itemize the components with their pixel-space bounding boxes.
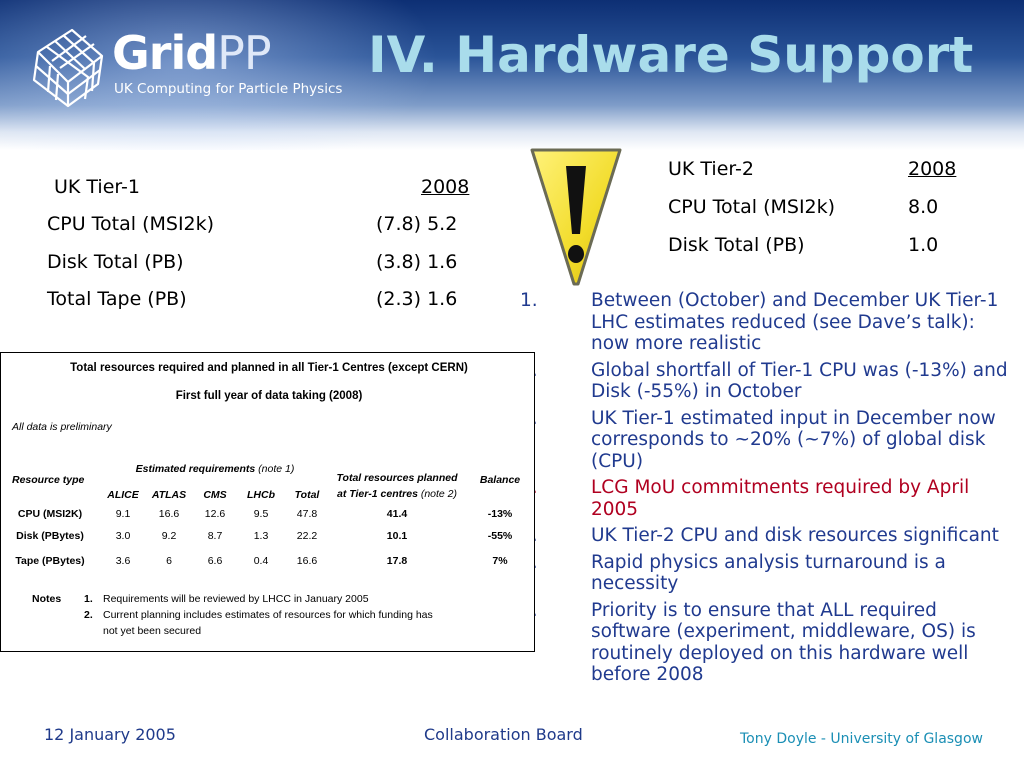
footer-event: Collaboration Board xyxy=(424,725,583,744)
table-cell: 22.2 xyxy=(296,530,318,542)
footer-date: 12 January 2005 xyxy=(44,725,176,744)
tier2-row-label: CPU Total (MSI2k) xyxy=(668,196,836,218)
logo-subtitle: UK Computing for Particle Physics xyxy=(114,81,343,97)
table-cell: 0.4 xyxy=(253,555,269,567)
key-points-list: 1. Between (October) and December UK Tier… xyxy=(520,290,1015,691)
col-header-estimated: Estimated requirements (note 1) xyxy=(135,463,295,475)
tier1-summary: UK Tier-1 2008 CPU Total (MSI2k) (7.8) 5… xyxy=(47,172,472,312)
slide-title: IV. Hardware Support xyxy=(368,26,974,84)
tier1-year: 2008 xyxy=(421,176,470,198)
table-cell-planned: 10.1 xyxy=(386,530,408,542)
exclamation-warning-icon xyxy=(530,148,622,286)
list-item-text: Priority is to ensure that ALL required … xyxy=(591,599,976,686)
exp-header-alice: ALICE xyxy=(107,489,139,501)
tier2-row-label: Disk Total (PB) xyxy=(668,234,805,256)
notes-label: Notes xyxy=(32,593,62,605)
tier2-year: 2008 xyxy=(908,158,957,180)
tier1-row-label: CPU Total (MSI2k) xyxy=(47,213,215,235)
table-cell: 1.3 xyxy=(253,530,269,542)
col-header-resource-type: Resource type xyxy=(12,474,85,486)
list-item-text: Rapid physics analysis turnaround is a n… xyxy=(591,551,946,595)
col-header-planned-line2: at Tier-1 centres (note 2) xyxy=(336,488,458,500)
col-header-planned-line1: Total resources planned xyxy=(336,472,458,484)
table-cell-balance: 7% xyxy=(492,555,508,567)
tier1-heading: UK Tier-1 xyxy=(54,176,140,198)
note-text: Current planning includes estimates of r… xyxy=(103,609,433,621)
table-cell-planned: 17.8 xyxy=(386,555,408,567)
table-cell: 9.1 xyxy=(115,508,131,520)
table-cell: 9.2 xyxy=(161,530,177,542)
table-cell: 47.8 xyxy=(296,508,318,520)
tier1-row-label: Total Tape (PB) xyxy=(47,288,187,310)
table-cell-balance: -55% xyxy=(487,530,513,542)
list-item: 4.LCG MoU commitments required by April … xyxy=(520,477,1015,520)
table-cell-balance: -13% xyxy=(487,508,513,520)
list-item: 1. Between (October) and December UK Tier… xyxy=(520,290,1015,355)
header-glow xyxy=(0,0,440,150)
table-title: Total resources required and planned in … xyxy=(70,362,468,374)
gridpp-globe-icon xyxy=(32,28,104,108)
list-item: 6.Rapid physics analysis turnaround is a… xyxy=(520,552,1015,595)
table-cell: 12.6 xyxy=(204,508,226,520)
table-subtitle: First full year of data taking (2008) xyxy=(175,390,363,402)
footer-author: Tony Doyle - University of Glasgow xyxy=(740,731,983,747)
exp-header-cms: CMS xyxy=(203,489,227,501)
list-item: 5.UK Tier-2 CPU and disk resources signi… xyxy=(520,525,1015,547)
tier2-summary: UK Tier-2 2008 CPU Total (MSI2k) 8.0 Dis… xyxy=(668,158,968,268)
table-cell: 3.6 xyxy=(115,555,131,567)
header-banner: GridPP UK Computing for Particle Physics… xyxy=(0,0,1024,150)
tier1-row-value: (3.8) 1.6 xyxy=(376,251,458,273)
table-cell: 16.6 xyxy=(158,508,180,520)
row-type-cpu: CPU (MSI2K) xyxy=(17,508,83,520)
note-number: 2. xyxy=(84,609,93,621)
list-item-text: LCG MoU commitments required by April 20… xyxy=(591,477,970,520)
tier1-row-label: Disk Total (PB) xyxy=(47,251,184,273)
tier1-resources-table: Total resources required and planned in … xyxy=(0,352,535,652)
table-cell: 8.7 xyxy=(207,530,223,542)
preliminary-note: All data is preliminary xyxy=(12,421,112,433)
list-item-text: UK Tier-2 CPU and disk resources signifi… xyxy=(591,525,999,546)
table-cell: 3.0 xyxy=(115,530,131,542)
exp-header-lhcb: LHCb xyxy=(247,489,275,501)
tier2-heading: UK Tier-2 xyxy=(668,158,754,180)
tier2-row-value: 8.0 xyxy=(908,196,939,218)
table-cell-planned: 41.4 xyxy=(386,508,408,520)
table-cell: 9.5 xyxy=(253,508,269,520)
exp-header-total: Total xyxy=(294,489,320,501)
tier2-row-value: 1.0 xyxy=(908,234,939,256)
list-item: 7.Priority is to ensure that ALL require… xyxy=(520,600,1015,686)
table-cell: 6.6 xyxy=(207,555,223,567)
note-text: Requirements will be reviewed by LHCC in… xyxy=(103,593,369,605)
table-cell: 6 xyxy=(166,555,172,567)
table-cell: 16.6 xyxy=(296,555,318,567)
list-item-number: 1. xyxy=(520,290,538,311)
tier1-row-value: (7.8) 5.2 xyxy=(376,213,458,235)
list-item-text: Between (October) and December UK Tier-1… xyxy=(591,290,999,354)
gridpp-logo-text: GridPP xyxy=(112,26,272,80)
list-item-text: UK Tier-1 estimated input in December no… xyxy=(591,407,996,472)
row-type-disk: Disk (PBytes) xyxy=(16,530,84,542)
row-type-tape: Tape (PBytes) xyxy=(15,555,85,567)
col-header-balance: Balance xyxy=(479,474,521,486)
tier1-row-value: (2.3) 1.6 xyxy=(376,288,458,310)
list-item: 2.Global shortfall of Tier-1 CPU was (-1… xyxy=(520,360,1015,403)
list-item: 3.UK Tier-1 estimated input in December … xyxy=(520,408,1015,473)
note-text-continued: not yet been secured xyxy=(103,625,202,637)
list-item-text: Global shortfall of Tier-1 CPU was (-13%… xyxy=(591,359,1008,403)
note-number: 1. xyxy=(84,593,93,605)
exp-header-atlas: ATLAS xyxy=(151,489,187,501)
